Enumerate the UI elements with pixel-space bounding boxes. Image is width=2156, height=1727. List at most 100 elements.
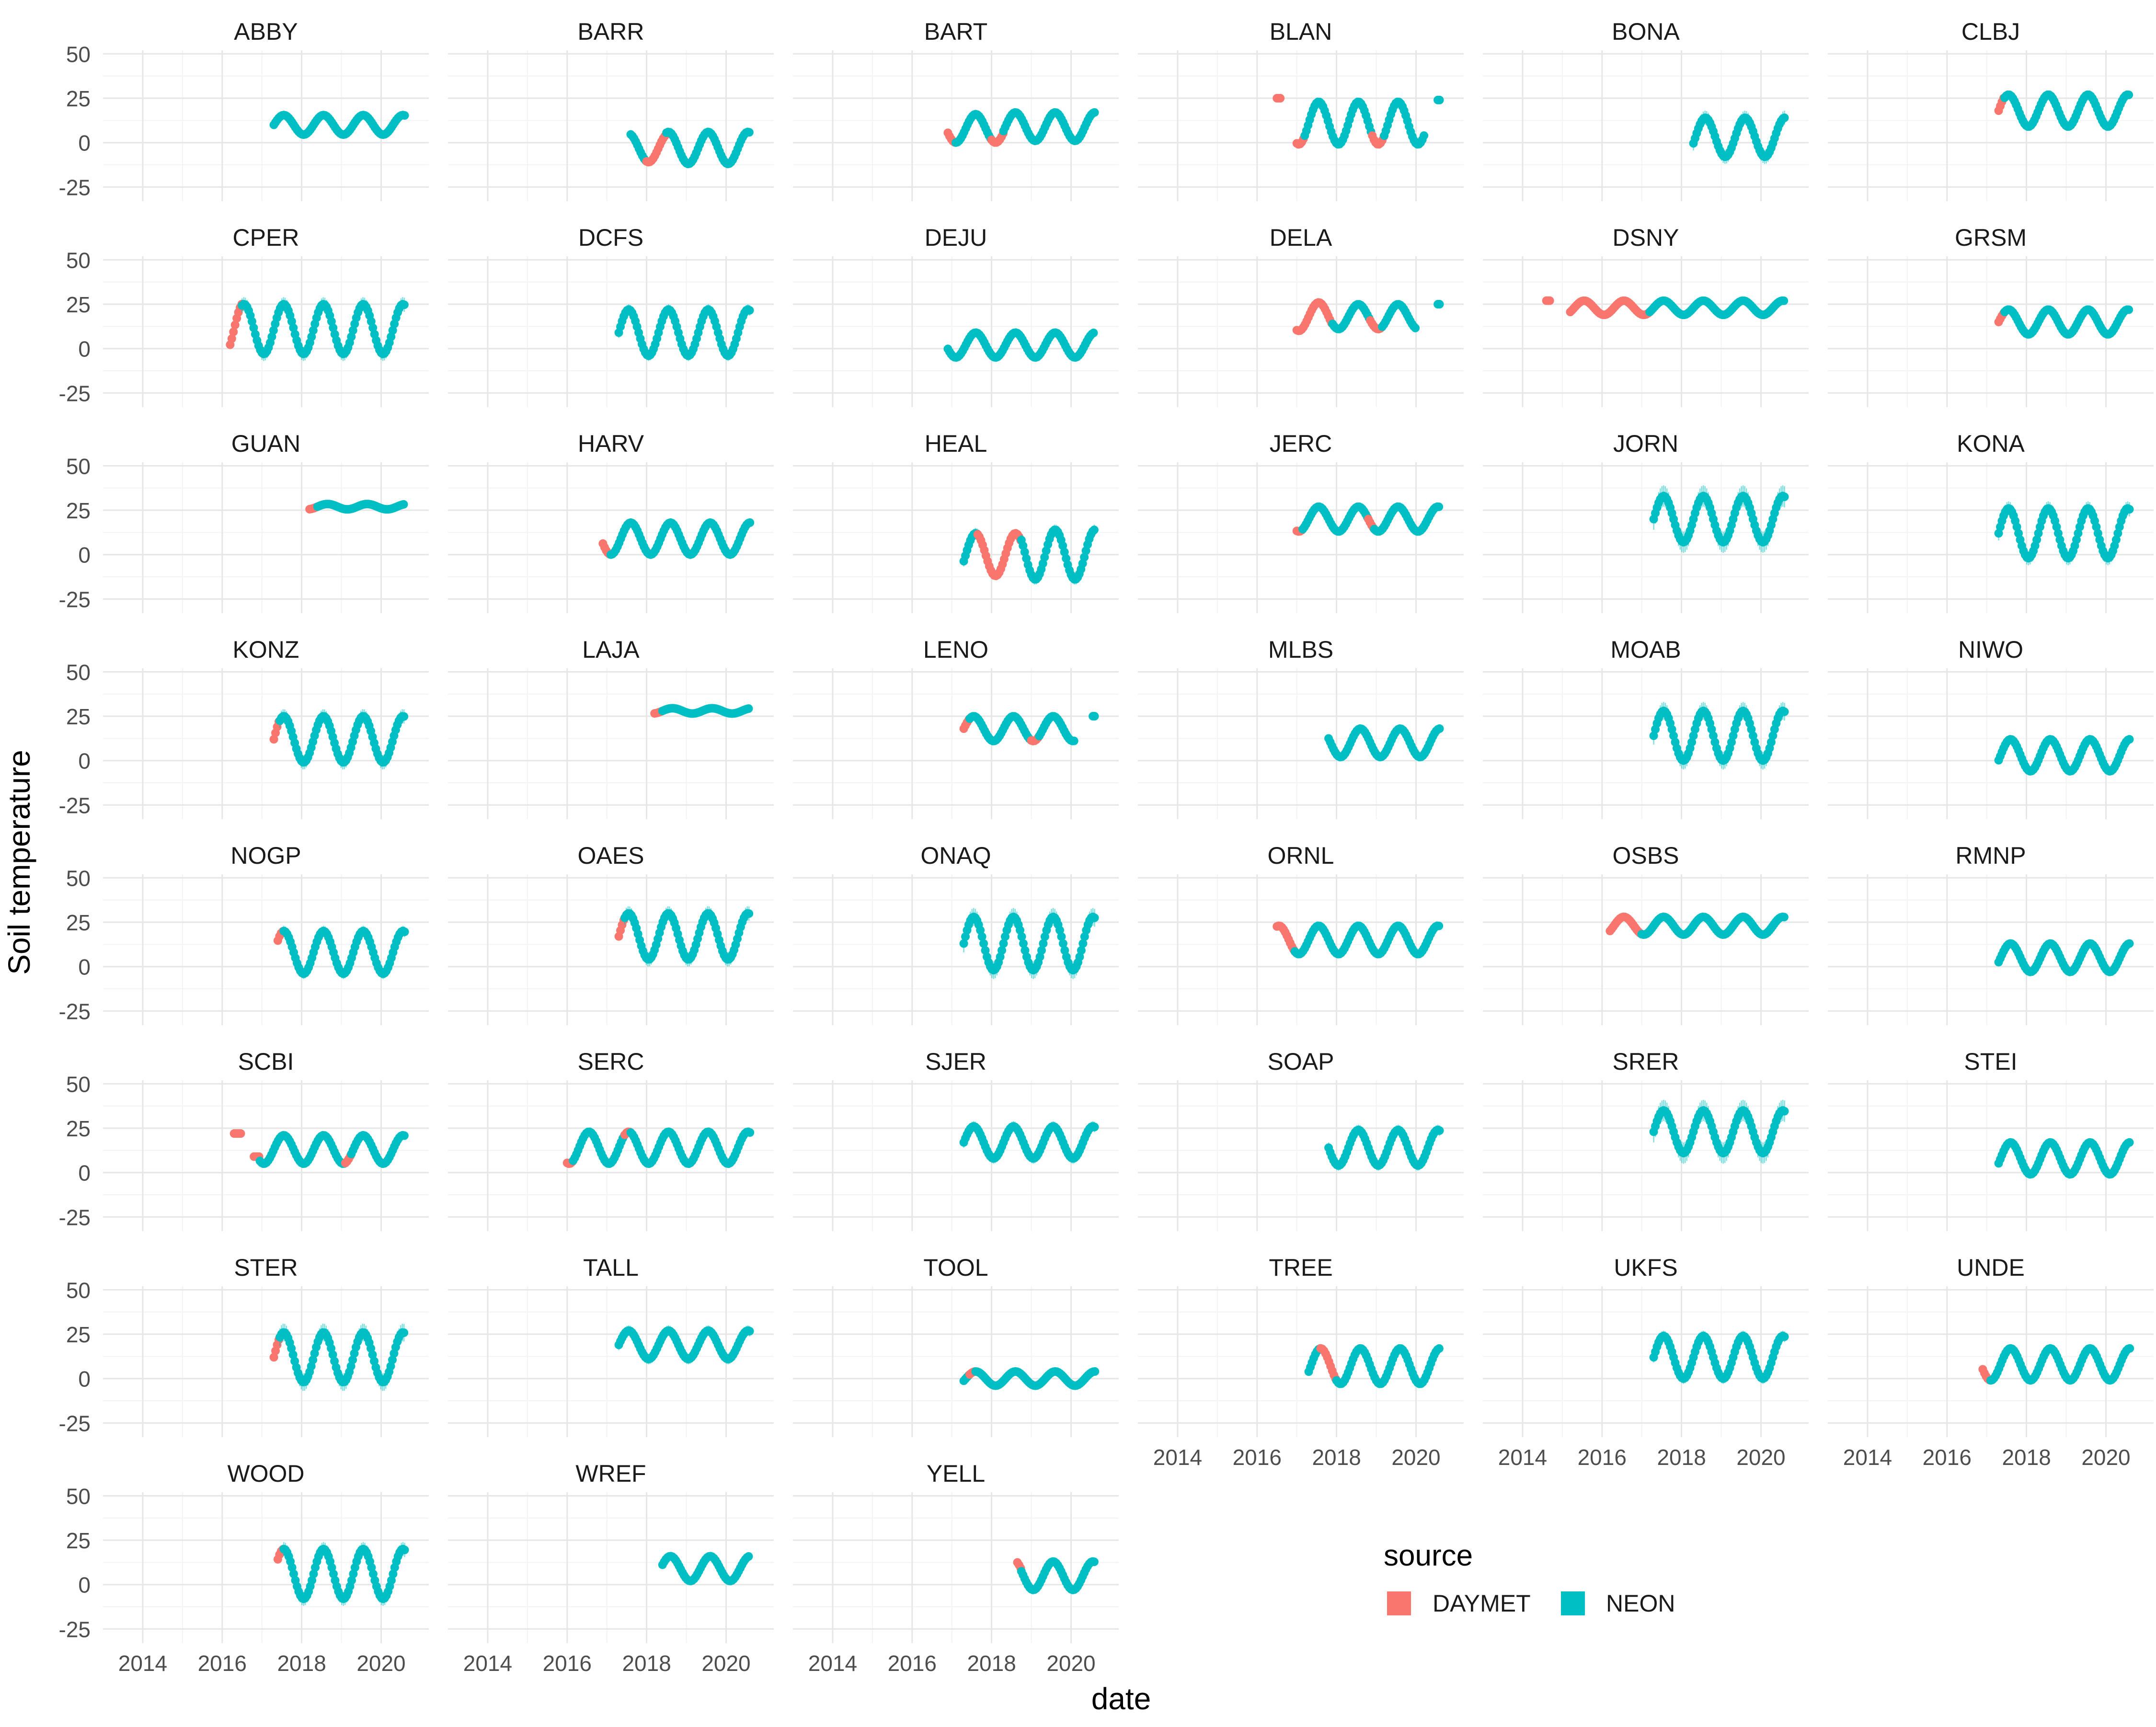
facet-strip-label: DEJU	[925, 224, 987, 251]
facet-clbj: CLBJ	[1828, 18, 2154, 201]
facet-dsny: DSNY	[1483, 224, 1809, 407]
facet-jerc: JERC	[1138, 430, 1464, 613]
facet-strip-label: OSBS	[1613, 842, 1679, 869]
facet-dcfs: DCFS	[448, 224, 774, 407]
y-tick-label: -25	[59, 999, 91, 1024]
data-point-neon	[400, 300, 409, 309]
facet-strip-label: ORNL	[1268, 842, 1334, 869]
data-point-neon	[399, 500, 408, 509]
facet-strip-label: JERC	[1270, 430, 1332, 457]
facet-dela: DELA	[1138, 224, 1464, 407]
y-tick-label: 50	[66, 42, 91, 67]
y-tick-label: -25	[59, 587, 91, 612]
y-tick-label: 0	[78, 543, 91, 568]
y-tick-label: 25	[66, 498, 91, 523]
facet-strip-label: HEAL	[925, 430, 987, 457]
facet-strip-label: CLBJ	[1961, 18, 2020, 45]
facet-strip-label: LENO	[923, 636, 988, 663]
y-tick-label: 0	[78, 337, 91, 362]
data-point-neon	[1090, 914, 1099, 922]
facet-strip-label: DCFS	[578, 224, 643, 251]
data-point-neon	[1089, 329, 1098, 337]
facet-deju: DEJU	[793, 224, 1119, 407]
facet-strip-label: ONAQ	[920, 842, 991, 869]
data-point-neon	[1434, 922, 1443, 930]
data-point-neon	[1434, 503, 1443, 511]
facet-ornl: ORNL	[1138, 842, 1464, 1025]
data-point-neon	[1435, 96, 1444, 104]
data-point-neon	[1411, 324, 1420, 332]
facet-bart: BART	[793, 18, 1119, 201]
data-point-neon	[1780, 492, 1789, 501]
data-point-neon	[401, 111, 409, 120]
facet-strip-label: HARV	[578, 430, 644, 457]
data-point-neon	[2124, 91, 2133, 99]
facet-oaes: OAES	[448, 842, 774, 1025]
facet-blan: BLAN	[1138, 18, 1464, 201]
data-point-neon	[2125, 505, 2134, 514]
facet-osbs: OSBS	[1483, 842, 1809, 1025]
y-tick-label: 25	[66, 910, 91, 935]
data-point-daymet	[1546, 297, 1554, 305]
data-point-neon	[1090, 108, 1099, 117]
facet-barr: BARR	[448, 18, 774, 201]
facet-strip-label: JORN	[1613, 430, 1678, 457]
facet-strip-label: ABBY	[234, 18, 298, 45]
data-point-neon	[744, 704, 753, 713]
facet-strip-label: BLAN	[1270, 18, 1332, 45]
facet-strip-label: LAJA	[582, 636, 640, 663]
data-point-neon	[1435, 724, 1444, 733]
facet-strip-label: GRSM	[1955, 224, 2027, 251]
facet-strip-label: BART	[924, 18, 987, 45]
y-tick-label: 25	[66, 704, 91, 729]
y-tick-label: -25	[59, 381, 91, 406]
facet-leno: LENO	[793, 636, 1119, 819]
y-tick-label: 50	[66, 660, 91, 685]
facet-kona: KONA	[1828, 430, 2154, 613]
data-point-neon	[1780, 708, 1789, 716]
facet-onaq: ONAQ	[793, 842, 1119, 1025]
y-tick-label: 0	[78, 749, 91, 774]
data-point-daymet	[1276, 94, 1284, 103]
facet-strip-label: BARR	[578, 18, 644, 45]
facet-grsm: GRSM	[1828, 224, 2154, 407]
data-point-neon	[1070, 737, 1078, 745]
y-tick-label: 0	[78, 131, 91, 156]
data-point-neon	[400, 712, 408, 721]
facet-laja: LAJA	[448, 636, 774, 819]
facet-heal: HEAL	[793, 430, 1119, 613]
y-tick-label: 25	[66, 86, 91, 111]
facet-strip-label: MLBS	[1268, 636, 1333, 663]
facet-strip-label: NIWO	[1958, 636, 2023, 663]
facet-strip-label: OAES	[578, 842, 644, 869]
data-point-neon	[1435, 300, 1444, 309]
facet-strip-label: MOAB	[1610, 636, 1681, 663]
facet-moab: MOAB	[1483, 636, 1809, 819]
data-point-neon	[1780, 114, 1789, 122]
facet-strip-label: KONA	[1957, 430, 2025, 457]
y-tick-label: -25	[59, 793, 91, 818]
y-tick-label: 50	[66, 248, 91, 273]
y-tick-label: 0	[78, 955, 91, 980]
facet-strip-label: CPER	[233, 224, 299, 251]
data-point-neon	[2125, 735, 2134, 743]
data-point-neon	[745, 909, 753, 918]
data-point-neon	[745, 306, 754, 315]
facet-strip-label: KONZ	[233, 636, 299, 663]
facet-strip-label: DELA	[1270, 224, 1332, 251]
y-tick-label: -25	[59, 175, 91, 200]
data-point-neon	[1090, 712, 1099, 721]
facet-strip-label: NOGP	[230, 842, 301, 869]
facet-harv: HARV	[448, 430, 774, 613]
facet-abby: ABBY -25 0 25 50	[59, 18, 429, 201]
facet-strip-label: BONA	[1612, 18, 1680, 45]
facet-bona: BONA	[1483, 18, 1809, 201]
data-point-neon	[1420, 131, 1428, 140]
facet-strip-label: DSNY	[1613, 224, 1679, 251]
facet-strip-label: GUAN	[231, 430, 300, 457]
data-point-neon	[1090, 526, 1099, 534]
